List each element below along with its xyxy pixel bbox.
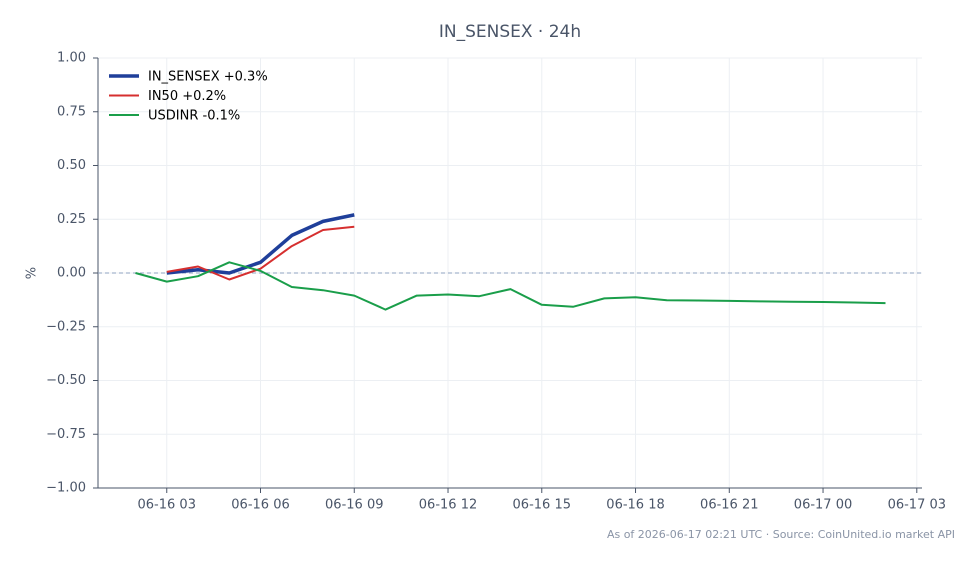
y-tick-label: 0.50 (57, 158, 86, 173)
legend-label: IN_SENSEX +0.3% (148, 70, 268, 85)
y-tick-label: 0.25 (57, 212, 86, 227)
y-tick-label: −0.75 (46, 427, 86, 442)
x-tick-label: 06-16 03 (138, 498, 196, 513)
series-line (166, 225, 355, 281)
y-tick-label: 0.00 (57, 266, 86, 281)
legend: IN_SENSEX +0.3% IN50 +0.2% USDINR -0.1% (109, 70, 268, 124)
x-tick-label: 06-17 03 (888, 498, 946, 513)
chart-title: IN_SENSEX · 24h (439, 22, 581, 42)
series-line (135, 261, 886, 311)
y-tick-label: 0.75 (57, 104, 86, 119)
x-tick-label: 06-16 18 (606, 498, 664, 513)
x-tick-label: 06-16 09 (325, 498, 383, 513)
y-tick-label: 1.00 (57, 51, 86, 66)
x-tick-label: 06-16 21 (700, 498, 758, 513)
x-tick-label: 06-17 00 (794, 498, 852, 513)
footer: As of 2026-06-17 02:21 UTC · Source: Coi… (607, 528, 955, 541)
x-tick-label: 06-16 12 (419, 498, 477, 513)
series-line (166, 213, 355, 275)
x-tick-label: 06-16 06 (231, 498, 289, 513)
y-axis-label: % (25, 267, 40, 279)
y-tick-label: −0.50 (46, 373, 86, 388)
y-tick-label: −1.00 (46, 481, 86, 496)
legend-label: USDINR -0.1% (148, 109, 240, 124)
y-tick-label: −0.25 (46, 319, 86, 334)
legend-label: IN50 +0.2% (148, 89, 226, 104)
x-tick-label: 06-16 15 (513, 498, 571, 513)
